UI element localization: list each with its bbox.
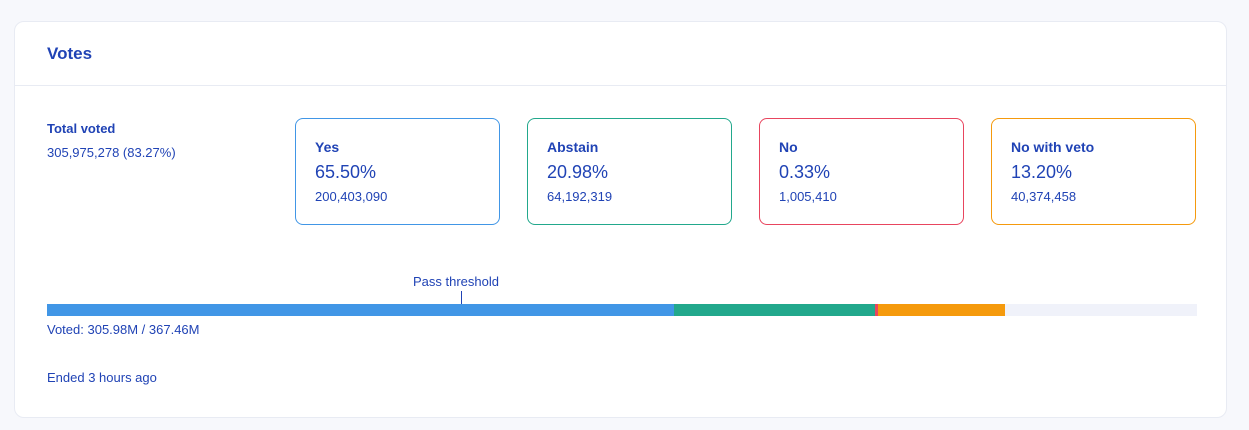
total-voted-label: Total voted xyxy=(47,121,116,136)
voted-summary: Voted: 305.98M / 367.46M xyxy=(47,322,200,337)
option-card-abstain: Abstain 20.98% 64,192,319 xyxy=(527,118,732,225)
option-card-yes: Yes 65.50% 200,403,090 xyxy=(295,118,500,225)
option-card-no: No 0.33% 1,005,410 xyxy=(759,118,964,225)
option-count: 1,005,410 xyxy=(779,189,837,204)
card-title: Votes xyxy=(47,44,93,63)
option-label: No with veto xyxy=(1011,139,1095,155)
option-count: 40,374,458 xyxy=(1011,189,1077,204)
option-percent: 20.98% xyxy=(547,162,609,182)
bar-segment-yes xyxy=(47,304,675,316)
option-label: Yes xyxy=(315,139,340,155)
option-percent: 13.20% xyxy=(1011,162,1073,182)
total-voted-value: 305,975,278 (83.27%) xyxy=(47,145,176,160)
bar-segment-abstain xyxy=(674,304,876,316)
card-header xyxy=(15,22,1226,86)
option-label: Abstain xyxy=(547,139,599,155)
status-text: Ended 3 hours ago xyxy=(47,370,157,385)
option-count: 64,192,319 xyxy=(547,189,613,204)
vote-progress-bar xyxy=(47,304,1197,316)
option-label: No xyxy=(779,139,798,155)
option-percent: 65.50% xyxy=(315,162,377,182)
votes-card: Votes Total voted 305,975,278 (83.27%) Y… xyxy=(14,21,1227,418)
bar-segment-no xyxy=(875,304,879,316)
option-card-no-with-veto: No with veto 13.20% 40,374,458 xyxy=(991,118,1196,225)
pass-threshold-label: Pass threshold xyxy=(413,274,499,289)
pass-threshold-marker xyxy=(461,291,462,304)
bar-segment-no-with-veto xyxy=(878,304,1005,316)
option-percent: 0.33% xyxy=(779,162,831,182)
option-count: 200,403,090 xyxy=(315,189,388,204)
